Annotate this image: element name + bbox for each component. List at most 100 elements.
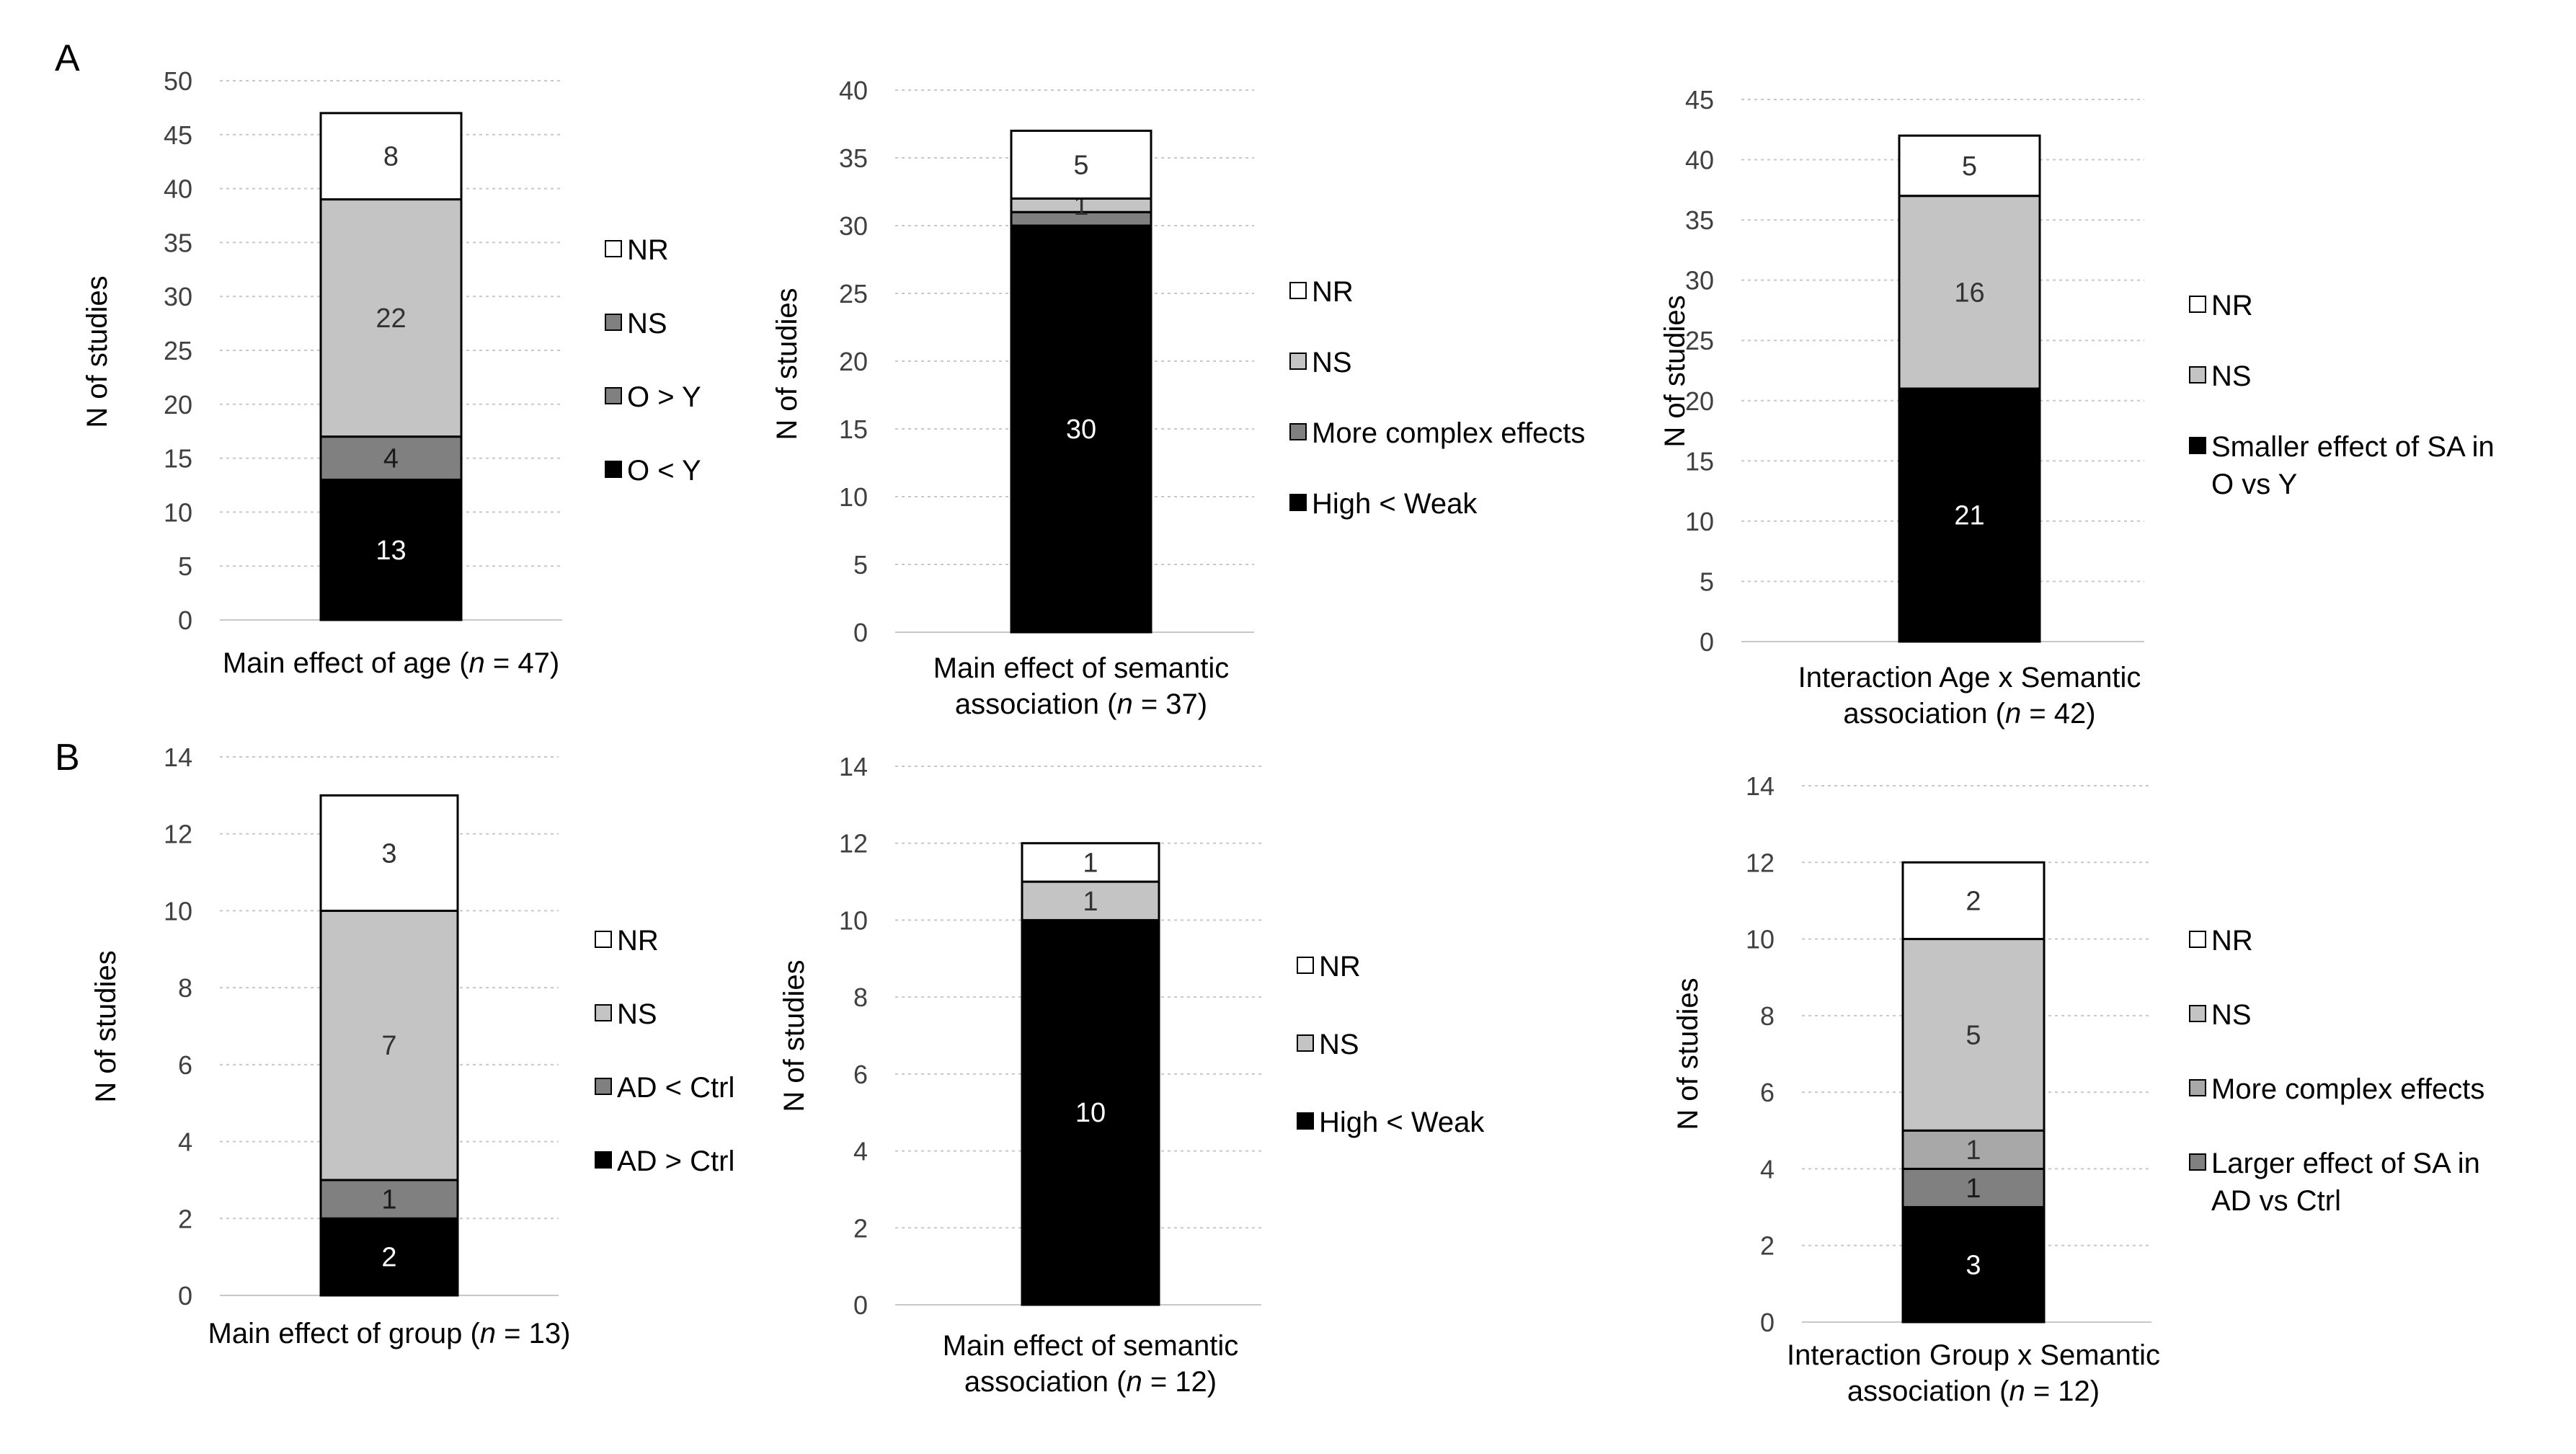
panel-label-a: A bbox=[55, 37, 80, 79]
legend-label: NS bbox=[1319, 1029, 1359, 1060]
y-tick-label: 25 bbox=[839, 279, 868, 309]
legend-label: AD < Ctrl bbox=[617, 1072, 734, 1104]
legend-label: Larger effect of SA in bbox=[2211, 1148, 2480, 1179]
y-axis-title: N of studies bbox=[90, 950, 122, 1102]
y-axis-title: N of studies bbox=[778, 959, 810, 1112]
bar-segment-nr bbox=[1901, 861, 2046, 941]
y-axis-title: N of studies bbox=[771, 288, 803, 440]
legend: NR NS AD < Ctrl AD > Ctrl bbox=[595, 925, 734, 1177]
x-axis-title-line2: association (n = 12) bbox=[1847, 1375, 2100, 1407]
legend: NR NS More complex effects High < Weak bbox=[1289, 276, 1585, 520]
data-label: 13 bbox=[376, 536, 406, 566]
bar-segment-nr bbox=[319, 112, 463, 201]
y-tick-label: 20 bbox=[164, 390, 192, 420]
y-tick-label: 14 bbox=[839, 752, 868, 781]
data-label: 1 bbox=[1966, 1135, 1981, 1166]
legend-label: NR bbox=[2211, 925, 2253, 957]
chart-4: 0 2 4 6 8 10 12 14 2 1 7 3 N of studies Main effect o… bbox=[90, 742, 734, 1349]
legend-swatch bbox=[605, 461, 622, 478]
y-tick-label: 30 bbox=[164, 282, 192, 311]
y-tick-label: 50 bbox=[164, 66, 192, 96]
y-tick-label: 35 bbox=[1685, 205, 1714, 235]
bar-segment-more-complex-effects bbox=[1901, 1129, 2046, 1170]
legend-label: NS bbox=[627, 308, 667, 340]
x-axis-title: Main effect of age (n = 47) bbox=[223, 647, 559, 679]
y-tick-label: 30 bbox=[1685, 266, 1714, 296]
bar-segment-nr bbox=[1898, 134, 2041, 198]
bar-segment-ad-ctrl bbox=[319, 1179, 459, 1220]
bar-segment-ns bbox=[1021, 880, 1160, 921]
x-axis-title: Main effect of group (n = 13) bbox=[208, 1318, 571, 1349]
y-tick-label: 10 bbox=[1746, 925, 1775, 954]
x-axis-title: Interaction Age x Semantic bbox=[1798, 662, 2141, 693]
legend-swatch bbox=[1297, 957, 1314, 974]
legend-label: More complex effects bbox=[2211, 1073, 2484, 1105]
y-tick-label: 10 bbox=[839, 482, 868, 512]
y-tick-label: 25 bbox=[164, 336, 192, 365]
y-tick-label: 6 bbox=[1760, 1078, 1775, 1107]
legend-swatch bbox=[605, 387, 622, 404]
y-tick-label: 40 bbox=[164, 174, 192, 204]
legend: NR NS More complex effects Larger effect of… bbox=[2189, 925, 2484, 1217]
y-axis-title: N of studies bbox=[1659, 295, 1691, 447]
data-label: 2 bbox=[1966, 886, 1981, 916]
legend-swatch bbox=[1289, 353, 1307, 370]
legend-swatch bbox=[2189, 1153, 2206, 1171]
data-label: 5 bbox=[1073, 150, 1088, 180]
y-tick-label: 25 bbox=[1685, 326, 1714, 355]
y-tick-label: 2 bbox=[178, 1204, 192, 1233]
y-tick-label: 20 bbox=[839, 347, 868, 376]
y-tick-label: 5 bbox=[178, 551, 192, 581]
legend-label: NS bbox=[1312, 347, 1352, 378]
legend-label: NS bbox=[617, 998, 657, 1030]
data-label: 1 bbox=[1083, 848, 1098, 878]
data-label: 30 bbox=[1066, 415, 1096, 445]
legend-label: NR bbox=[2211, 290, 2253, 322]
data-label: 1 bbox=[1083, 887, 1098, 917]
bar-segment-smaller-effect-of-sa-in-o-vs-y bbox=[1898, 387, 2041, 643]
chart-5: 0 2 4 6 8 10 12 14 10 1 1 N of studies Main effect o… bbox=[778, 752, 1485, 1398]
y-tick-label: 0 bbox=[178, 1281, 192, 1311]
legend-swatch bbox=[595, 1078, 612, 1095]
data-label: 16 bbox=[1954, 278, 1984, 308]
legend-swatch bbox=[2189, 296, 2206, 313]
y-tick-label: 35 bbox=[839, 143, 868, 173]
legend-label: NR bbox=[627, 234, 669, 266]
y-tick-label: 20 bbox=[1685, 386, 1714, 416]
y-axis-title: N of studies bbox=[1672, 978, 1704, 1130]
data-label: 8 bbox=[383, 142, 399, 172]
y-tick-label: 45 bbox=[164, 120, 192, 150]
y-tick-label: 10 bbox=[164, 896, 192, 926]
y-tick-label: 15 bbox=[839, 415, 868, 444]
bar-segment-ns bbox=[1901, 938, 2046, 1132]
legend-label: More complex effects bbox=[1312, 417, 1585, 449]
data-label: 4 bbox=[383, 444, 399, 474]
data-label: 1 bbox=[381, 1185, 396, 1215]
bar-segment-high-weak bbox=[1021, 918, 1160, 1306]
y-tick-label: 2 bbox=[853, 1213, 868, 1243]
legend-swatch bbox=[1289, 494, 1307, 511]
legend-swatch bbox=[2189, 437, 2206, 454]
y-tick-label: 0 bbox=[853, 618, 868, 647]
legend-swatch bbox=[1297, 1034, 1314, 1052]
chart-1: 0 5 10 15 20 25 30 35 40 45 50 13 4 22 8 N of studies Ma… bbox=[81, 66, 701, 679]
legend-label: Smaller effect of SA in bbox=[2211, 431, 2495, 463]
data-label: 3 bbox=[1966, 1250, 1981, 1280]
y-tick-label: 10 bbox=[164, 497, 192, 527]
y-tick-label: 12 bbox=[839, 829, 868, 859]
y-tick-label: 8 bbox=[853, 983, 868, 1012]
bar-segment-ns bbox=[1898, 195, 2041, 390]
legend-label: AD vs Ctrl bbox=[2211, 1185, 2341, 1217]
data-label: 3 bbox=[381, 838, 396, 869]
legend-swatch bbox=[2189, 1005, 2206, 1022]
legend-swatch bbox=[2189, 366, 2206, 384]
bar-segment-high-weak bbox=[1010, 224, 1152, 634]
y-tick-label: 4 bbox=[1760, 1154, 1775, 1184]
legend-label: O > Y bbox=[627, 381, 701, 413]
y-tick-label: 0 bbox=[853, 1290, 868, 1320]
panel-label-b: B bbox=[55, 737, 80, 779]
y-tick-label: 40 bbox=[1685, 146, 1714, 175]
legend-swatch bbox=[595, 1151, 612, 1169]
data-label: 10 bbox=[1075, 1098, 1106, 1128]
